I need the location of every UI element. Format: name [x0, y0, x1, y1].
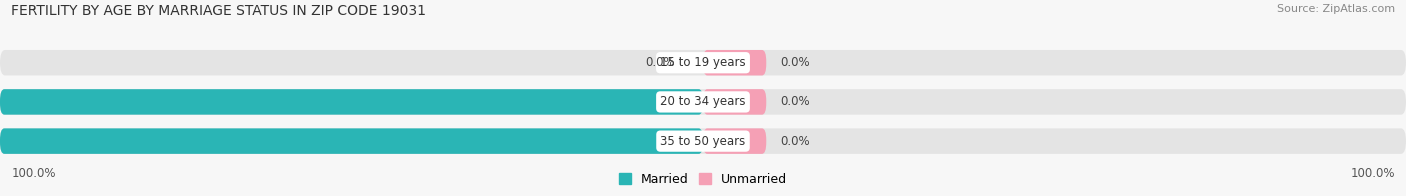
Legend: Married, Unmarried: Married, Unmarried [619, 173, 787, 186]
Text: 100.0%: 100.0% [1350, 167, 1395, 180]
Text: 35 to 50 years: 35 to 50 years [661, 135, 745, 148]
Text: 0.0%: 0.0% [780, 135, 810, 148]
FancyBboxPatch shape [703, 50, 766, 75]
Text: 0.0%: 0.0% [645, 56, 675, 69]
FancyBboxPatch shape [0, 89, 1406, 115]
Text: 15 to 19 years: 15 to 19 years [661, 56, 745, 69]
FancyBboxPatch shape [0, 89, 703, 115]
FancyBboxPatch shape [0, 128, 703, 154]
FancyBboxPatch shape [703, 128, 766, 154]
Text: 100.0%: 100.0% [11, 167, 56, 180]
Text: 0.0%: 0.0% [780, 95, 810, 108]
FancyBboxPatch shape [703, 89, 766, 115]
Text: FERTILITY BY AGE BY MARRIAGE STATUS IN ZIP CODE 19031: FERTILITY BY AGE BY MARRIAGE STATUS IN Z… [11, 4, 426, 18]
FancyBboxPatch shape [0, 50, 1406, 75]
FancyBboxPatch shape [0, 128, 1406, 154]
Text: Source: ZipAtlas.com: Source: ZipAtlas.com [1277, 4, 1395, 14]
Text: 0.0%: 0.0% [780, 56, 810, 69]
Text: 20 to 34 years: 20 to 34 years [661, 95, 745, 108]
